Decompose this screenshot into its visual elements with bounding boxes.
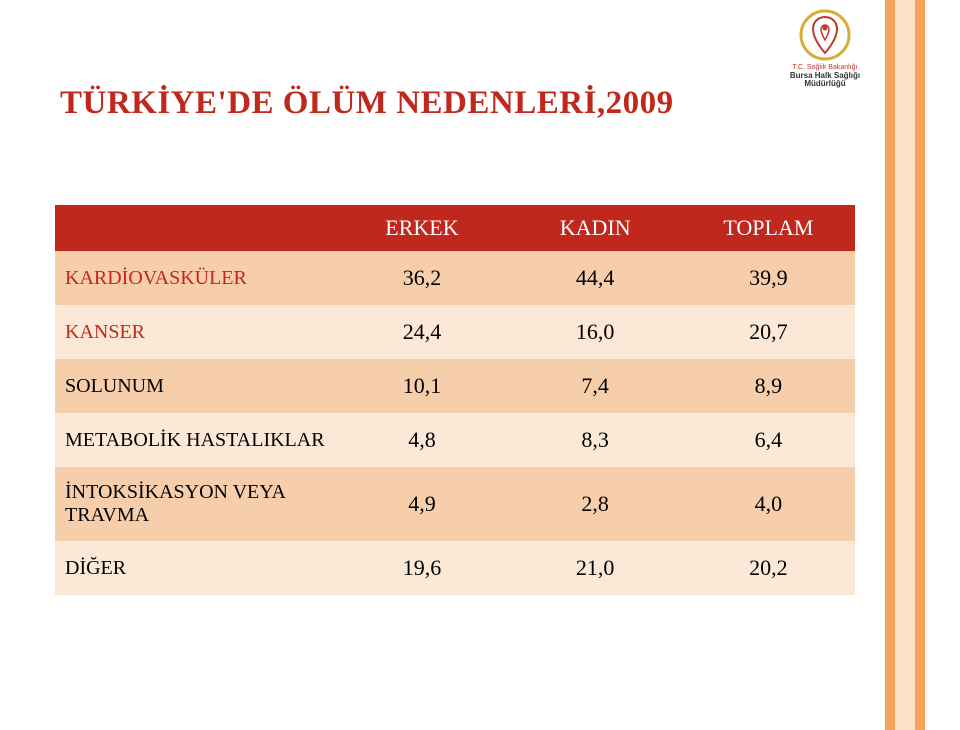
cell: 21,0: [509, 541, 682, 595]
cell: 2,8: [509, 467, 682, 541]
cell: 10,1: [335, 359, 508, 413]
cell: 8,9: [682, 359, 855, 413]
row-label: SOLUNUM: [55, 359, 335, 413]
row-label: İNTOKSİKASYON VEYA TRAVMA: [55, 467, 335, 541]
cell: 6,4: [682, 413, 855, 467]
cell: 8,3: [509, 413, 682, 467]
table-body: KARDİOVASKÜLER 36,2 44,4 39,9 KANSER 24,…: [55, 251, 855, 595]
cell: 4,0: [682, 467, 855, 541]
cell: 16,0: [509, 305, 682, 359]
row-label: KARDİOVASKÜLER: [55, 251, 335, 305]
table-header-erkek: ERKEK: [335, 205, 508, 251]
side-accent-inner: [895, 0, 915, 730]
cell: 36,2: [335, 251, 508, 305]
table-row: KANSER 24,4 16,0 20,7: [55, 305, 855, 359]
table-header-kadin: KADIN: [509, 205, 682, 251]
health-ministry-icon: [798, 8, 852, 62]
row-label: METABOLİK HASTALIKLAR: [55, 413, 335, 467]
logo: T.C. Sağlık Bakanlığı Bursa Halk Sağlığı…: [780, 8, 870, 89]
table-row: İNTOKSİKASYON VEYA TRAVMA 4,9 2,8 4,0: [55, 467, 855, 541]
cell: 20,2: [682, 541, 855, 595]
cell: 24,4: [335, 305, 508, 359]
table-row: METABOLİK HASTALIKLAR 4,8 8,3 6,4: [55, 413, 855, 467]
data-table: ERKEK KADIN TOPLAM KARDİOVASKÜLER 36,2 4…: [55, 205, 855, 595]
cell: 44,4: [509, 251, 682, 305]
table-row: DİĞER 19,6 21,0 20,2: [55, 541, 855, 595]
data-table-container: ERKEK KADIN TOPLAM KARDİOVASKÜLER 36,2 4…: [55, 205, 855, 595]
table-row: KARDİOVASKÜLER 36,2 44,4 39,9: [55, 251, 855, 305]
slide-title: TÜRKİYE'DE ÖLÜM NEDENLERİ,2009: [60, 85, 674, 122]
cell: 19,6: [335, 541, 508, 595]
table-row: SOLUNUM 10,1 7,4 8,9: [55, 359, 855, 413]
slide: T.C. Sağlık Bakanlığı Bursa Halk Sağlığı…: [0, 0, 960, 730]
table-header-toplam: TOPLAM: [682, 205, 855, 251]
cell: 39,9: [682, 251, 855, 305]
cell: 7,4: [509, 359, 682, 413]
cell: 20,7: [682, 305, 855, 359]
table-header-empty: [55, 205, 335, 251]
row-label: DİĞER: [55, 541, 335, 595]
cell: 4,8: [335, 413, 508, 467]
cell: 4,9: [335, 467, 508, 541]
logo-line2: Müdürlüğü: [780, 80, 870, 89]
row-label: KANSER: [55, 305, 335, 359]
table-header-row: ERKEK KADIN TOPLAM: [55, 205, 855, 251]
